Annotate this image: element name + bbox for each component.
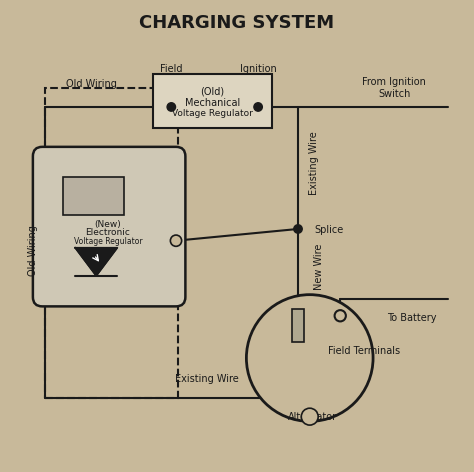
Polygon shape bbox=[75, 248, 118, 276]
Text: Ignition: Ignition bbox=[240, 64, 276, 74]
Circle shape bbox=[301, 408, 318, 425]
Text: Electronic: Electronic bbox=[85, 228, 130, 237]
Text: Existing Wire: Existing Wire bbox=[174, 374, 238, 384]
Text: Old Wiring: Old Wiring bbox=[28, 225, 38, 276]
Text: (New): (New) bbox=[95, 220, 121, 229]
FancyBboxPatch shape bbox=[64, 177, 124, 215]
Circle shape bbox=[335, 310, 346, 321]
Text: Old Wiring: Old Wiring bbox=[66, 78, 117, 89]
Text: (Old): (Old) bbox=[200, 87, 224, 97]
Text: Field: Field bbox=[160, 64, 182, 74]
Text: Splice: Splice bbox=[314, 225, 344, 236]
Text: CHARGING SYSTEM: CHARGING SYSTEM bbox=[139, 14, 335, 32]
FancyBboxPatch shape bbox=[33, 147, 185, 306]
Text: New Wire: New Wire bbox=[314, 243, 324, 290]
Text: Voltage Regulator: Voltage Regulator bbox=[172, 109, 253, 118]
Text: To Battery: To Battery bbox=[387, 313, 437, 323]
Text: Existing Wire: Existing Wire bbox=[310, 131, 319, 195]
Circle shape bbox=[246, 295, 373, 421]
Text: Alternator: Alternator bbox=[288, 412, 337, 421]
Circle shape bbox=[167, 103, 175, 111]
Text: Field Terminals: Field Terminals bbox=[328, 346, 401, 356]
Text: Voltage Regulator: Voltage Regulator bbox=[73, 236, 142, 245]
FancyBboxPatch shape bbox=[292, 309, 304, 342]
Text: Mechanical: Mechanical bbox=[184, 98, 240, 108]
FancyBboxPatch shape bbox=[153, 74, 272, 128]
Circle shape bbox=[294, 225, 302, 233]
Text: From Ignition
Switch: From Ignition Switch bbox=[362, 77, 426, 99]
Circle shape bbox=[254, 103, 262, 111]
Circle shape bbox=[170, 235, 182, 246]
